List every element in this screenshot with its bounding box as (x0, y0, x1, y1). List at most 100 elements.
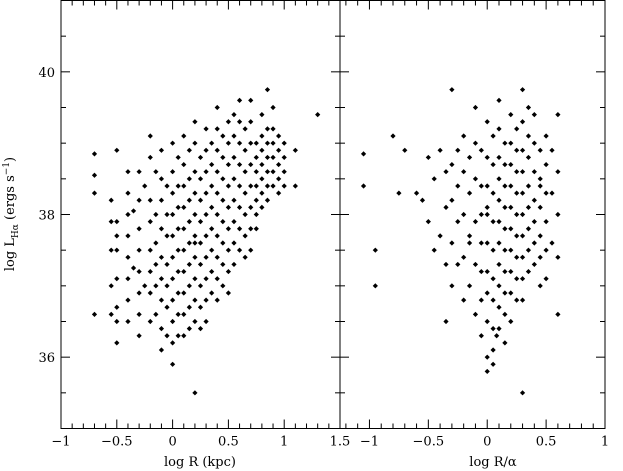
data-point (490, 326, 496, 332)
data-point (175, 333, 181, 339)
data-point (248, 226, 254, 232)
data-point (192, 240, 198, 246)
data-point (496, 261, 502, 268)
data-point (496, 304, 502, 310)
data-point (125, 297, 131, 303)
data-point (484, 204, 490, 210)
data-point (281, 140, 287, 146)
data-point (114, 247, 120, 253)
data-point (136, 226, 142, 232)
data-point (203, 233, 209, 239)
data-point (192, 190, 198, 196)
data-point (225, 204, 231, 210)
data-point (231, 154, 237, 161)
data-point (264, 87, 271, 93)
data-point (130, 208, 137, 214)
data-point (508, 318, 514, 325)
data-point (264, 197, 271, 203)
data-point (555, 112, 561, 118)
data-point (125, 169, 131, 175)
data-point (443, 261, 449, 268)
data-point (225, 268, 231, 275)
data-point (214, 297, 220, 303)
data-point (248, 119, 254, 125)
data-point (125, 254, 131, 260)
data-point (236, 247, 243, 253)
data-point (203, 297, 209, 303)
data-point (437, 233, 443, 239)
data-point (253, 197, 259, 203)
data-point (549, 240, 555, 246)
data-point (203, 318, 209, 325)
data-point (248, 140, 254, 146)
data-point (543, 161, 549, 168)
data-point (502, 140, 508, 146)
data-point (437, 147, 443, 153)
data-point (484, 268, 490, 275)
data-point (220, 219, 226, 225)
data-point (225, 183, 231, 189)
data-point (449, 197, 455, 203)
data-point (186, 283, 192, 289)
data-point (472, 311, 479, 317)
data-point (220, 240, 226, 246)
data-point (555, 311, 561, 317)
data-point (158, 297, 165, 303)
data-point (519, 87, 526, 93)
data-point (164, 211, 170, 218)
data-point (360, 183, 367, 189)
data-point (543, 276, 549, 282)
data-point (259, 176, 265, 182)
data-point (514, 233, 520, 239)
data-point (549, 147, 555, 153)
data-point (514, 169, 520, 175)
data-point (192, 233, 198, 239)
data-point (236, 226, 243, 232)
data-point (214, 233, 220, 239)
y-axis-label-sub: Hα (11, 224, 21, 238)
data-point (449, 240, 455, 246)
data-point (158, 226, 165, 232)
data-point (108, 311, 114, 317)
data-point (472, 140, 479, 146)
data-point (431, 247, 437, 253)
data-point (186, 304, 192, 310)
data-point (192, 119, 198, 125)
data-point (158, 347, 165, 353)
data-point (502, 247, 508, 253)
data-point (164, 304, 170, 310)
data-point (270, 169, 276, 175)
data-point (531, 197, 537, 203)
data-point (242, 233, 248, 239)
right-x-axis-label: log R/α (469, 455, 517, 470)
data-point (181, 290, 187, 296)
data-point (186, 219, 192, 225)
data-point (114, 340, 120, 346)
data-point (484, 154, 490, 161)
data-point (478, 211, 484, 218)
data-point (537, 283, 543, 289)
data-point (543, 133, 549, 139)
data-point (209, 247, 215, 253)
data-point (461, 169, 467, 175)
data-point (537, 176, 543, 182)
data-point (281, 154, 287, 161)
data-point (525, 104, 532, 111)
data-point (231, 240, 237, 246)
data-point (147, 219, 153, 225)
data-point (209, 290, 215, 296)
data-point (490, 161, 496, 168)
data-point (531, 140, 537, 146)
data-point (484, 119, 490, 125)
x-tick-label: 0.5 (218, 435, 239, 450)
data-point (147, 318, 153, 325)
data-point (147, 133, 153, 139)
data-point (372, 247, 378, 253)
left-panel: −1 −0.5 0 0.5 1 1.5 36 38 40 log R (kpc) (38, 0, 350, 470)
data-point (519, 254, 526, 260)
data-point (270, 154, 276, 161)
data-point (519, 390, 526, 396)
data-point (270, 126, 276, 132)
x-tick-label: 0 (483, 435, 491, 450)
data-point (502, 340, 508, 346)
